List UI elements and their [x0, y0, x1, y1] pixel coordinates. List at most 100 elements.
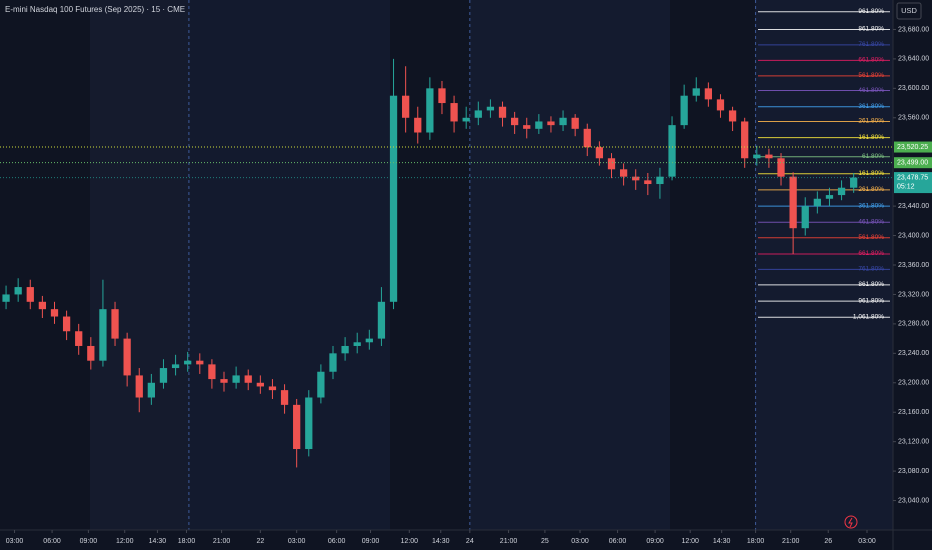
candle-body: [26, 287, 34, 302]
x-tick-label: 09:00: [80, 538, 98, 545]
candle-body: [256, 382, 264, 387]
candle-body: [777, 158, 785, 177]
candle-body: [402, 95, 410, 118]
candle-body: [244, 375, 252, 383]
candle-body: [268, 386, 277, 391]
candle-body: [87, 345, 95, 361]
y-tick-label: 23,160.00: [898, 409, 929, 416]
x-tick-label: 03:00: [571, 538, 589, 545]
y-tick-label: 23,120.00: [898, 439, 929, 446]
x-tick-label: 12:00: [681, 538, 699, 545]
fib-label: 61.80%: [862, 153, 884, 160]
fib-label: 561.80%: [858, 234, 884, 241]
session-shading: [90, 0, 893, 530]
candle-body: [147, 382, 155, 398]
currency: USD: [901, 6, 917, 15]
session-band: [755, 0, 893, 530]
candle-body: [99, 309, 107, 361]
candle-body: [462, 117, 470, 122]
candle-body: [837, 187, 846, 196]
candle-body: [498, 106, 507, 118]
fib-label: 361.80%: [858, 202, 884, 209]
time-axis-bg: [0, 530, 932, 550]
candle-body: [123, 338, 131, 376]
fib-label: 861.80%: [858, 281, 884, 288]
y-tick-label: 23,440.00: [898, 203, 929, 210]
candle-body: [559, 117, 567, 126]
candle-body: [535, 121, 543, 129]
x-tick-label: 06:00: [609, 538, 627, 545]
candle-body: [801, 206, 809, 229]
lightning-icon[interactable]: [844, 515, 858, 529]
candle-body: [632, 176, 640, 181]
candle-body: [341, 345, 349, 354]
candle-body: [377, 301, 386, 339]
candle-body: [14, 287, 22, 295]
x-tick-label: 25: [541, 538, 549, 545]
y-tick-label: 23,320.00: [898, 291, 929, 298]
fib-label: 161.80%: [858, 170, 884, 177]
x-tick-label: 12:00: [116, 538, 134, 545]
price-badge: [894, 141, 932, 153]
candle-body: [171, 364, 180, 369]
x-tick-label: 12:00: [401, 538, 419, 545]
last-price-label: 23,478.75: [897, 174, 928, 181]
candle-body: [595, 147, 604, 159]
fib-label: 761.80%: [858, 41, 884, 48]
fib-label: 361.80%: [858, 103, 884, 110]
currency-box[interactable]: [896, 2, 922, 20]
y-tick-label: 23,560.00: [898, 115, 929, 122]
fib-label: 261.80%: [858, 186, 884, 193]
candle-body: [547, 121, 555, 126]
y-tick-label: 23,200.00: [898, 380, 929, 387]
y-tick-label: 23,600.00: [898, 85, 929, 92]
x-tick-label: 21:00: [213, 538, 231, 545]
candle-body: [607, 158, 616, 170]
candle-body: [680, 95, 688, 126]
fib-label: 861.80%: [858, 26, 884, 33]
candle-body: [474, 110, 482, 118]
chart-title: E-mini Nasdaq 100 Futures (Sep 2025) · 1…: [5, 5, 185, 14]
candle-layer: [0, 58, 893, 468]
x-tick-label: 24: [466, 538, 474, 545]
y-tick-label: 23,360.00: [898, 262, 929, 269]
x-tick-label: 18:00: [747, 538, 765, 545]
candle-body: [38, 301, 47, 310]
grid-layer: [188, 0, 757, 530]
fib-label: 161.80%: [858, 134, 884, 141]
candle-body: [353, 342, 361, 346]
fib-label: 661.80%: [858, 57, 884, 64]
candle-body: [220, 379, 228, 383]
fib-label: 461.80%: [858, 87, 884, 94]
x-tick-label: 03:00: [288, 538, 306, 545]
price-badge-label: 23,499.00: [897, 160, 928, 167]
candle-body: [135, 375, 143, 398]
candle-body: [438, 88, 446, 104]
candle-body: [159, 368, 168, 383]
x-tick-label: 14:30: [149, 538, 167, 545]
y-tick-label: 23,040.00: [898, 497, 929, 504]
candle-body: [704, 88, 712, 100]
candle-body: [728, 110, 737, 122]
x-tick-label: 14:30: [432, 538, 450, 545]
candle-body: [365, 338, 373, 343]
price-badge: [894, 157, 932, 169]
candle-body: [765, 154, 773, 159]
candle-body: [75, 331, 83, 346]
fib-label: 461.80%: [858, 219, 884, 226]
candle-body: [317, 371, 325, 398]
candle-body: [232, 375, 240, 383]
x-tick-label: 03:00: [858, 538, 876, 545]
candle-body: [184, 360, 192, 365]
fib-label: 761.80%: [858, 266, 884, 273]
candle-body: [825, 195, 834, 199]
candle-body: [62, 316, 71, 332]
candle-body: [571, 117, 579, 129]
fib-label: 561.80%: [858, 72, 884, 79]
candle-body: [196, 360, 204, 365]
candle-body: [414, 117, 422, 133]
candle-body: [389, 95, 398, 302]
x-tick-label: 09:00: [646, 538, 664, 545]
candle-body: [208, 364, 216, 380]
